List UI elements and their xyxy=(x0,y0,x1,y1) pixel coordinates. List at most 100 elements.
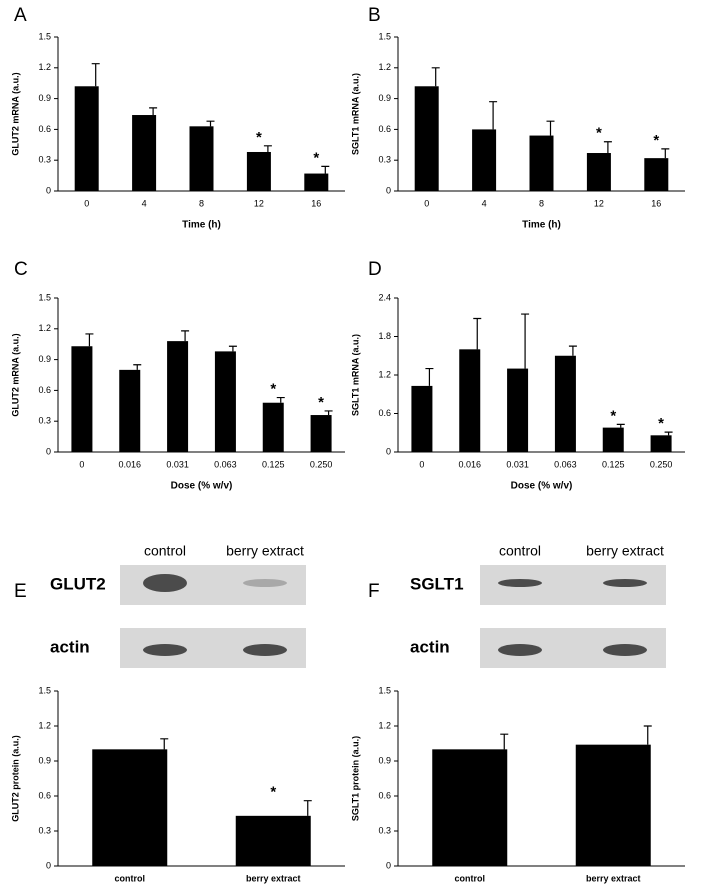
bar xyxy=(650,435,672,452)
y-tick-label: 0.9 xyxy=(38,93,51,103)
x-axis-label: Time (h) xyxy=(182,220,221,231)
blot-band xyxy=(603,644,647,656)
y-tick-label: 0.9 xyxy=(38,755,51,765)
bar xyxy=(74,86,99,191)
bar xyxy=(310,415,332,452)
bar xyxy=(167,341,189,452)
y-tick-label: 1.2 xyxy=(38,62,51,72)
error-bar xyxy=(85,333,94,347)
x-tick-label: 0.125 xyxy=(262,459,285,469)
blot-band xyxy=(143,644,187,656)
panel-letter: B xyxy=(368,5,381,26)
y-tick-label: 0.3 xyxy=(38,155,51,165)
x-tick-label: 0 xyxy=(79,459,84,469)
y-tick-label: 0 xyxy=(46,446,51,456)
error-bar xyxy=(500,733,509,750)
bar xyxy=(459,349,481,452)
error-bar xyxy=(616,423,625,428)
x-axis-label: Dose (% w/v) xyxy=(511,481,573,492)
x-tick-label: 4 xyxy=(142,198,147,208)
error-bar xyxy=(160,738,169,750)
bar xyxy=(414,86,439,191)
bar xyxy=(119,369,141,452)
blot-lane-label: berry extract xyxy=(226,543,304,559)
panel-letter: A xyxy=(14,5,27,26)
y-tick-label: 1.2 xyxy=(38,720,51,730)
error-bar xyxy=(521,313,530,369)
y-tick-label: 1.2 xyxy=(378,62,391,72)
y-tick-label: 0 xyxy=(46,185,51,195)
error-bar xyxy=(91,63,100,87)
blot-lane-label: berry extract xyxy=(586,543,664,559)
bar xyxy=(432,749,508,866)
x-tick-label: 0 xyxy=(419,459,424,469)
bar xyxy=(235,815,311,866)
y-tick-label: 2.4 xyxy=(378,292,391,302)
x-tick-label: 0.063 xyxy=(214,459,237,469)
y-axis-label: SGLT1 mRNA (a.u.) xyxy=(350,73,360,155)
error-bar xyxy=(303,800,312,816)
x-tick-label: berry extract xyxy=(586,873,641,883)
x-tick-label: 0 xyxy=(84,198,89,208)
y-tick-label: 0.6 xyxy=(378,124,391,134)
bar xyxy=(214,351,236,452)
x-tick-label: 4 xyxy=(482,198,487,208)
bar xyxy=(189,126,214,191)
y-tick-label: 0 xyxy=(46,860,51,870)
y-axis-label: GLUT2 protein (a.u.) xyxy=(10,735,20,822)
x-tick-label: 0 xyxy=(424,198,429,208)
bar xyxy=(554,355,576,452)
significance-marker: * xyxy=(596,125,602,142)
x-tick-label: control xyxy=(455,873,486,883)
y-axis-label: SGLT1 protein (a.u.) xyxy=(350,736,360,821)
x-tick-label: 8 xyxy=(199,198,204,208)
significance-marker: * xyxy=(256,129,262,146)
y-axis-label: SGLT1 mRNA (a.u.) xyxy=(350,334,360,416)
y-tick-label: 0.3 xyxy=(378,825,391,835)
error-bar xyxy=(425,367,434,386)
y-tick-label: 0.6 xyxy=(378,790,391,800)
y-tick-label: 1.2 xyxy=(38,323,51,333)
y-tick-label: 0.3 xyxy=(38,825,51,835)
bar xyxy=(575,744,651,866)
blot-lane-label: control xyxy=(144,543,186,559)
x-axis-label: Dose (% w/v) xyxy=(171,481,233,492)
bar xyxy=(472,129,497,191)
bar xyxy=(411,385,433,452)
x-tick-label: 8 xyxy=(539,198,544,208)
x-tick-label: berry extract xyxy=(246,873,301,883)
x-tick-label: 0.016 xyxy=(118,459,141,469)
x-tick-label: 0.016 xyxy=(458,459,481,469)
y-tick-label: 1.5 xyxy=(378,685,391,695)
x-axis-label: Time (h) xyxy=(522,220,561,231)
significance-marker: * xyxy=(318,394,324,411)
x-tick-label: 12 xyxy=(594,198,604,208)
y-tick-label: 0.6 xyxy=(38,124,51,134)
significance-marker: * xyxy=(658,415,664,432)
y-axis-label: GLUT2 mRNA (a.u.) xyxy=(10,72,20,155)
x-tick-label: 0.031 xyxy=(506,459,529,469)
error-bar xyxy=(546,120,555,136)
blot-band xyxy=(143,574,187,592)
error-bar xyxy=(149,107,158,116)
blot-row-label: GLUT2 xyxy=(50,574,106,593)
panel-letter: D xyxy=(368,259,382,280)
error-bar xyxy=(276,396,285,403)
blot-band xyxy=(243,579,287,587)
error-bar xyxy=(133,364,142,370)
blot-lane-label: control xyxy=(499,543,541,559)
blot-band xyxy=(243,644,287,656)
x-tick-label: control xyxy=(115,873,146,883)
y-tick-label: 0.3 xyxy=(38,416,51,426)
error-bar xyxy=(324,410,333,416)
y-tick-label: 0.9 xyxy=(378,755,391,765)
error-bar xyxy=(568,345,577,356)
significance-marker: * xyxy=(313,149,319,166)
error-bar xyxy=(664,431,673,436)
error-bar xyxy=(661,148,670,159)
y-tick-label: 1.5 xyxy=(38,292,51,302)
blot-row-label: SGLT1 xyxy=(410,574,464,593)
x-tick-label: 0.063 xyxy=(554,459,577,469)
x-tick-label: 16 xyxy=(311,198,321,208)
y-tick-label: 1.5 xyxy=(38,31,51,41)
